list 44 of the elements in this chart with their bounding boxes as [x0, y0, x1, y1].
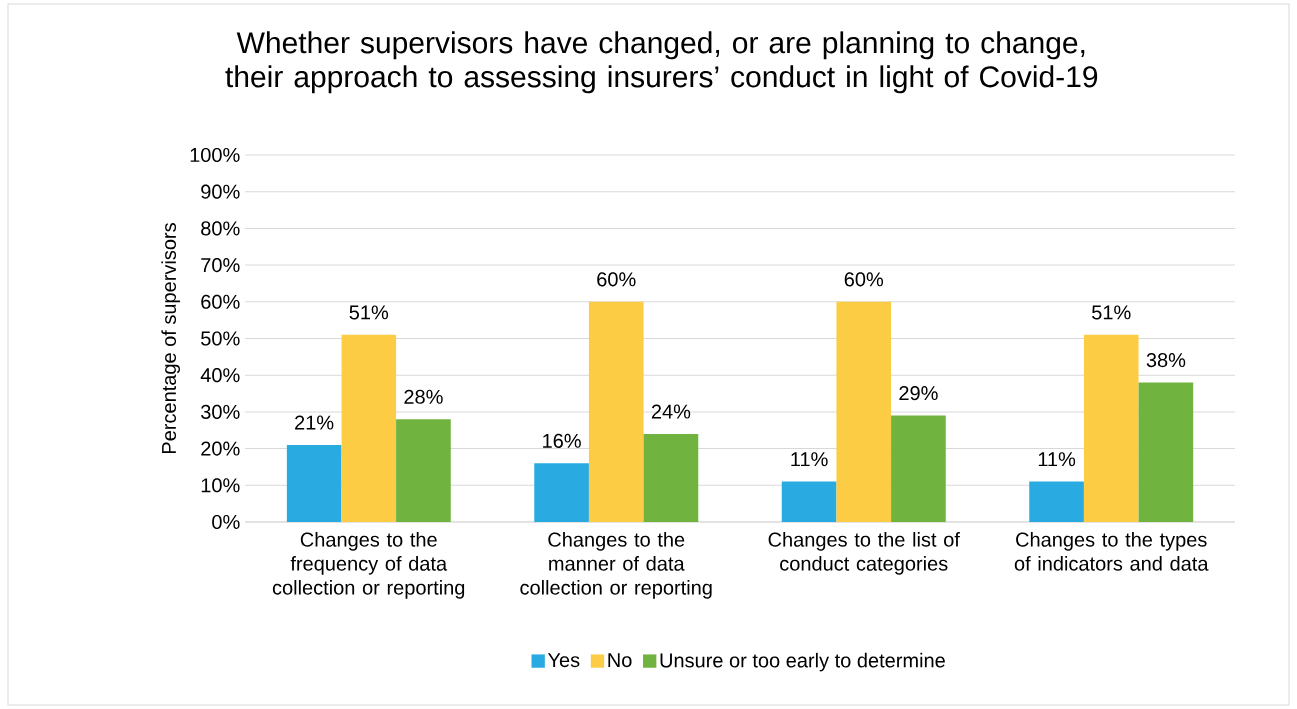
y-tick-label: 0% — [212, 514, 240, 530]
x-tick-label: Changes to the types of indicators and data — [1014, 532, 1209, 571]
data-label: 60% — [844, 272, 884, 287]
y-tick-label: 40% — [200, 368, 240, 383]
bar — [1029, 481, 1084, 522]
data-label: 16% — [543, 433, 581, 448]
y-tick-label: 10% — [201, 478, 240, 493]
bar — [781, 481, 837, 522]
bar — [286, 444, 342, 522]
data-label: 29% — [899, 386, 938, 401]
bar — [396, 419, 451, 522]
legend-label: No — [608, 653, 632, 668]
x-tick-label: Changes to the frequency of data collection or reporting — [272, 532, 465, 599]
bar — [643, 433, 699, 522]
data-label: 60% — [597, 272, 636, 287]
legend-label: Unsure or too early to determine — [660, 652, 945, 672]
bar — [891, 415, 946, 522]
legend-label: Yes — [547, 653, 580, 668]
bar — [1138, 382, 1194, 522]
y-tick-label: 50% — [201, 331, 240, 346]
y-axis-title: Percentage of supervisors — [161, 223, 180, 454]
data-label: 51% — [1092, 305, 1131, 320]
data-label: 28% — [404, 389, 443, 404]
bar — [836, 301, 892, 522]
data-label: 21% — [295, 415, 334, 430]
data-label: 38% — [1146, 352, 1186, 368]
y-tick-label: 20% — [201, 441, 240, 456]
data-label: 11% — [1038, 452, 1076, 467]
y-tick-label: 90% — [201, 184, 240, 199]
chart-title: Whether supervisors have changed, or are planning to change, their approach to assessing insurers’ conduct in light of Covid-19 — [225, 31, 1098, 94]
y-tick-label: 100% — [190, 147, 240, 163]
x-tick-label: Changes to the list of conduct categories — [768, 532, 960, 575]
data-label: 24% — [651, 404, 691, 419]
y-tick-label: 80% — [201, 221, 240, 236]
bar — [341, 334, 397, 522]
y-tick-label: 30% — [201, 404, 240, 419]
bar — [588, 301, 644, 522]
data-label: 11% — [791, 452, 828, 467]
bar — [534, 463, 589, 522]
x-tick-label: Changes to the manner of data collection or reporting — [520, 532, 712, 599]
y-tick-label: 70% — [201, 258, 240, 273]
data-label: 51% — [349, 305, 389, 320]
bar — [1083, 334, 1139, 522]
y-tick-label: 60% — [201, 294, 240, 309]
